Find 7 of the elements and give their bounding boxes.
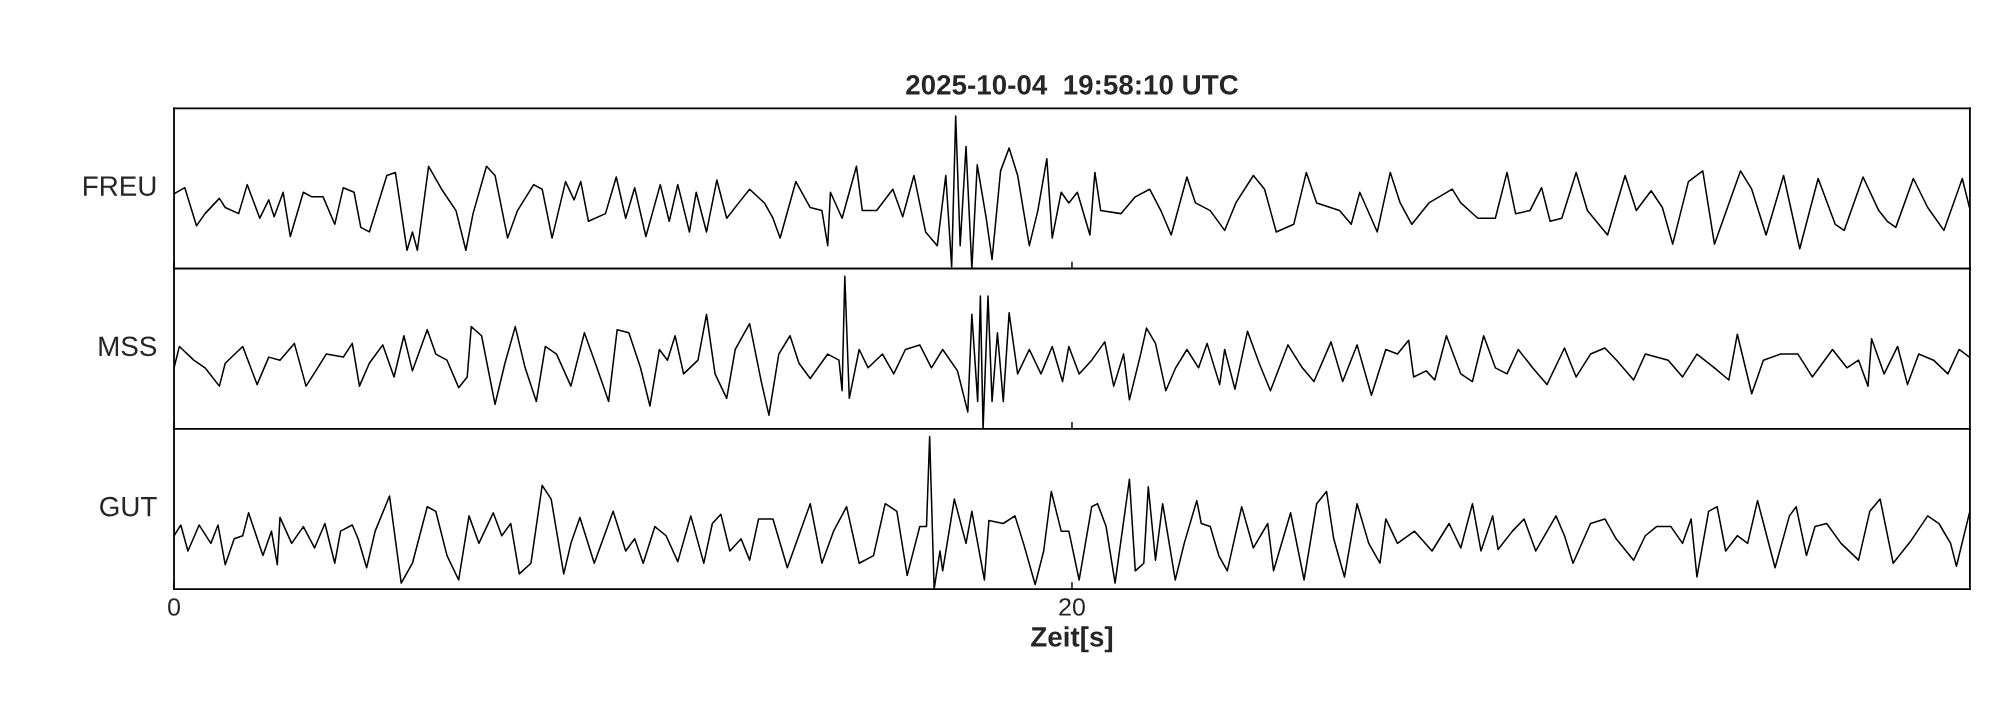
chart-title: 2025-10-04 19:58:10 UTC — [906, 75, 1238, 95]
x-axis-title: Zeit[s] — [1031, 626, 1113, 653]
y-axis-title: FREU — [84, 176, 156, 196]
x-tick-label: 20 — [1059, 598, 1085, 616]
y-axis-title: MSS — [99, 336, 157, 357]
y-axis-title: GUT — [100, 496, 157, 517]
x-tick-label: 0 — [168, 598, 181, 616]
